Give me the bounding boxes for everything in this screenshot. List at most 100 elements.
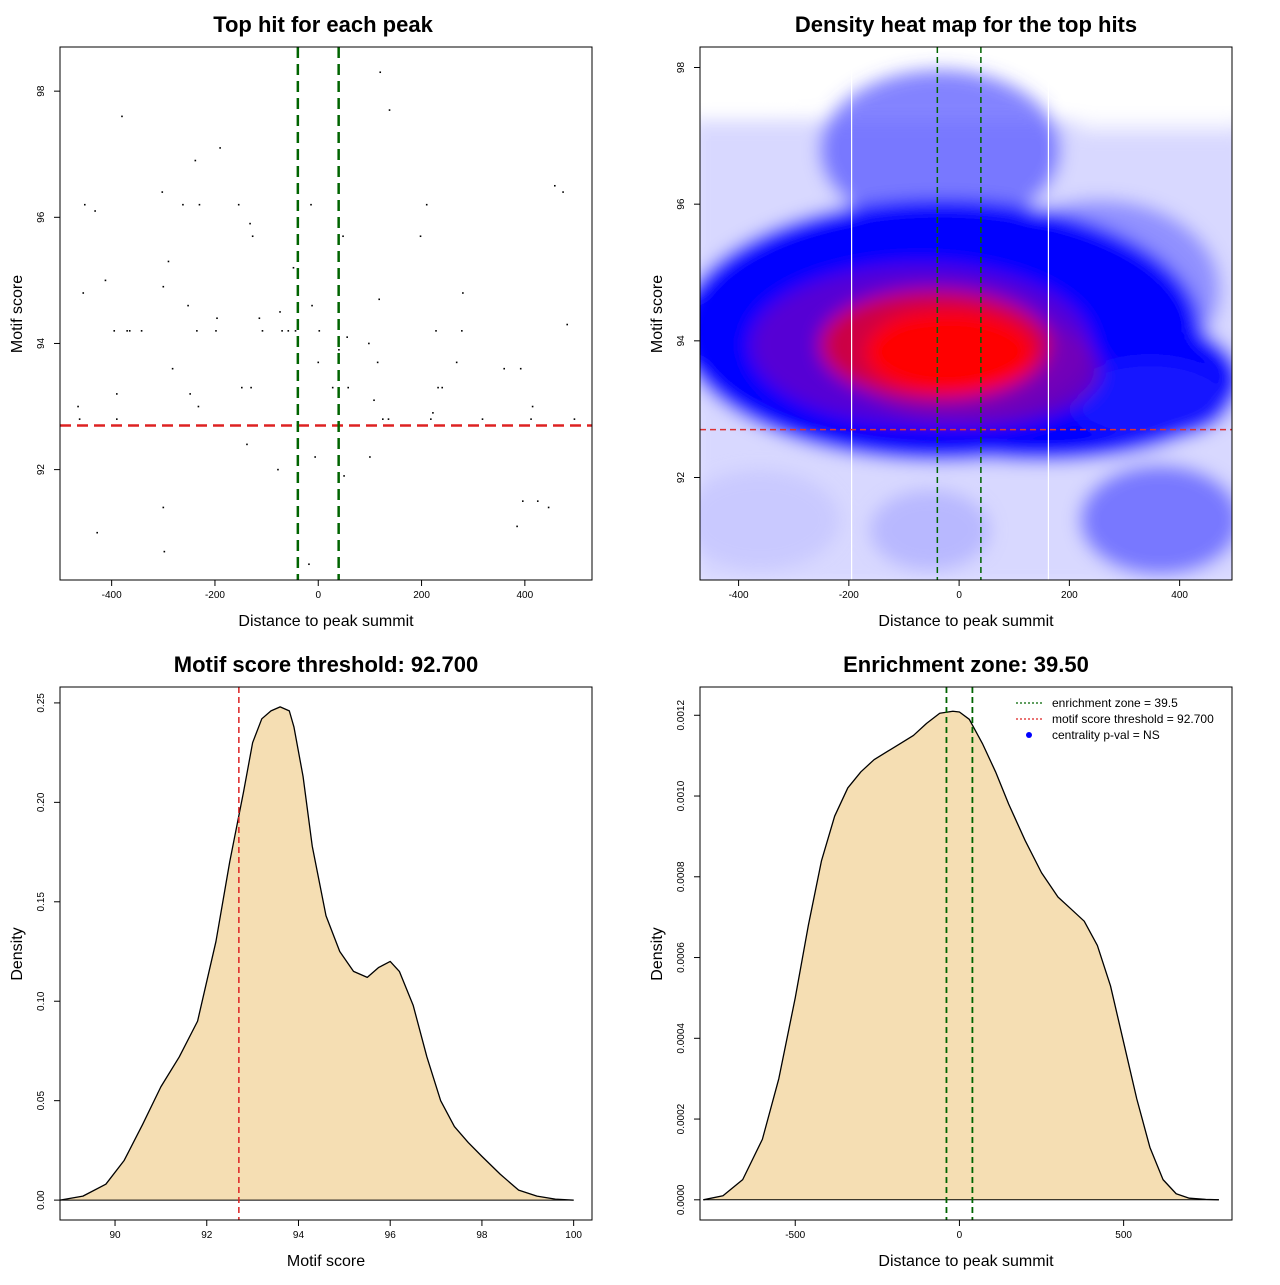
scatter-ytick-label: 92 (36, 464, 47, 476)
scatter-point (258, 317, 261, 320)
scatter-point (241, 386, 243, 389)
scatter-point (77, 405, 79, 408)
scatter-point (317, 361, 320, 364)
scatter-point (346, 336, 348, 338)
distance-density-ytick-label: 0.0008 (676, 861, 687, 892)
heatmap-red-core (820, 290, 1050, 400)
scatter-point (342, 235, 344, 238)
scatter-point (503, 367, 505, 370)
scatter-point (318, 330, 321, 332)
scatter-point (435, 330, 437, 332)
scatter-point (373, 399, 375, 402)
score-density-title: Motif score threshold: 92.700 (174, 652, 478, 677)
scatter-point (162, 506, 165, 509)
distance-density-legend: enrichment zone = 39.5 motif score thres… (1016, 696, 1214, 742)
scatter-point (554, 184, 556, 187)
panel-score-density: Motif score threshold: 92.700 90 92 94 96 98… (9, 652, 593, 1270)
scatter-xtick-label: 0 (315, 590, 321, 601)
scatter-point (419, 235, 422, 238)
scatter-point (379, 71, 382, 74)
scatter-point (519, 367, 522, 370)
scatter-point (126, 330, 128, 332)
scatter-point (250, 386, 252, 389)
heatmap-xtick-label: 200 (1061, 590, 1078, 601)
scatter-point (96, 531, 98, 534)
scatter-ytick-label: 96 (36, 211, 47, 223)
distance-density-xlabel: Distance to peak summit (878, 1253, 1054, 1270)
scatter-xlabel: Distance to peak summit (238, 613, 414, 630)
scatter-point (292, 266, 295, 269)
scatter-point (121, 115, 123, 118)
scatter-point (215, 330, 217, 332)
distance-density-plot-area: -500 0 500 0.0000 0.0002 0.0004 0.0006 0.0008 0.… (676, 687, 1219, 1241)
score-density-ylabel: Density (9, 927, 26, 980)
scatter-point (308, 563, 310, 566)
scatter-point (481, 418, 484, 420)
scatter-point (196, 330, 198, 332)
score-density-xtick-label: 92 (201, 1230, 213, 1241)
scatter-xtick-label: 400 (517, 590, 534, 601)
scatter-point (425, 203, 428, 206)
score-density-ytick-label: 0.25 (36, 693, 47, 713)
scatter-point (194, 159, 197, 162)
scatter-point (261, 330, 264, 332)
scatter-xtick-label: 200 (413, 590, 430, 601)
scatter-title: Top hit for each peak (213, 12, 433, 37)
heatmap-ytick-label: 96 (676, 198, 687, 210)
scatter-point (547, 506, 550, 509)
scatter-point (128, 330, 131, 332)
distance-density-title: Enrichment zone: 39.50 (843, 652, 1089, 677)
distance-density-frame (699, 686, 1233, 1221)
heatmap-ytick-label: 94 (676, 335, 687, 347)
heatmap-axes: -400 -200 0 200 400 92 94 96 98 (676, 62, 1188, 601)
distance-density-ytick-label: 0.0006 (676, 942, 687, 973)
scatter-point (163, 550, 166, 553)
scatter-point (441, 386, 444, 389)
scatter-point (216, 317, 218, 320)
scatter-ytick-label: 94 (36, 337, 47, 349)
scatter-plot-area: -400 -200 0 200 400 92 94 96 98 (36, 47, 592, 601)
scatter-point (338, 348, 340, 351)
scatter-point (347, 386, 350, 389)
scatter-point (376, 361, 379, 364)
scatter-ylabel: Motif score (9, 275, 26, 353)
scatter-point (197, 405, 200, 408)
scatter-point (437, 386, 439, 389)
scatter-point (94, 210, 96, 212)
scatter-point (311, 304, 313, 307)
scatter-point (277, 468, 279, 471)
scatter-point (430, 418, 432, 420)
scatter-point (461, 330, 463, 332)
panel-distance-density: Enrichment zone: 39.50 -500 0 500 0.0000 0.0… (649, 652, 1233, 1270)
scatter-point (566, 323, 569, 326)
score-density-ytick-label: 0.05 (36, 1091, 47, 1111)
scatter-point (246, 443, 248, 446)
scatter-point (531, 405, 534, 408)
scatter-point (368, 342, 370, 345)
heatmap-frame (699, 46, 1233, 581)
scatter-point (294, 330, 297, 332)
scatter-point (161, 191, 164, 193)
heatmap-plot-area (700, 47, 1232, 580)
scatter-point (78, 418, 81, 420)
score-density-area-fill (60, 706, 574, 1201)
score-density-density-line (59, 706, 574, 1201)
scatter-point (455, 361, 458, 364)
scatter-point (387, 418, 390, 420)
distance-density-ytick-label: 0.0004 (676, 1023, 687, 1054)
scatter-point (462, 292, 464, 294)
scatter-point (116, 418, 118, 420)
scatter-point (251, 235, 254, 238)
score-density-plot-area: 90 92 94 96 98 100 0.00 0.05 0.10 0.15 0.20 0.25 (36, 687, 582, 1241)
scatter-point (314, 456, 316, 458)
scatter-point (113, 330, 116, 332)
heatmap-xtick-label: 400 (1171, 590, 1188, 601)
scatter-point (382, 418, 384, 420)
heatmap-xtick-label: 0 (956, 590, 962, 601)
scatter-point (104, 279, 107, 282)
scatter-point (82, 292, 85, 294)
panel-heatmap: Density heat map for the top hits (649, 12, 1233, 630)
scatter-frame (59, 46, 593, 581)
distance-density-ytick-label: 0.0012 (676, 700, 687, 731)
